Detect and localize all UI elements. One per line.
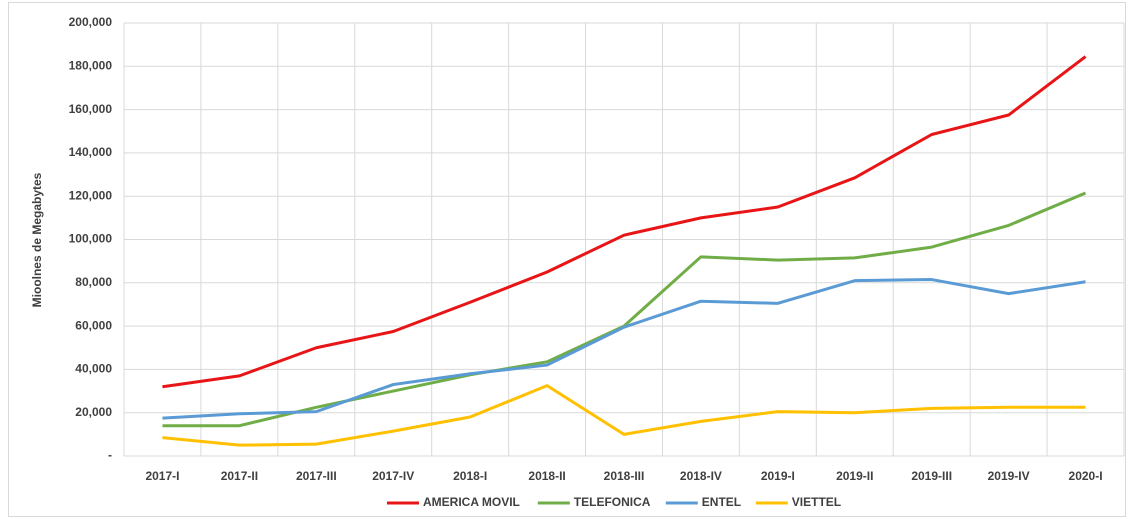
series-line: [162, 278, 1086, 420]
y-axis-label: Mioolnes de Megabytes: [30, 172, 44, 307]
legend-label: VIETTEL: [792, 495, 841, 509]
y-tick-label: 80,000: [75, 275, 112, 289]
chart-border: [8, 2, 1126, 517]
x-tick-label: 2019-IV: [988, 469, 1030, 483]
x-tick-label: 2019-I: [761, 469, 795, 483]
y-tick-label: 160,000: [69, 102, 113, 116]
series-line: [162, 384, 1086, 447]
y-tick-label: 120,000: [69, 188, 113, 202]
x-tick-label: 2017-I: [145, 469, 179, 483]
x-tick-label: 2019-III: [911, 469, 952, 483]
x-tick-label: 2018-IV: [680, 469, 722, 483]
y-tick-label: 140,000: [69, 145, 113, 159]
legend-label: ENTEL: [702, 495, 741, 509]
y-tick-label: 180,000: [69, 58, 113, 72]
series-line: [162, 55, 1087, 389]
x-tick-label: 2018-I: [453, 469, 487, 483]
x-tick-label: 2019-II: [836, 469, 873, 483]
legend-label: TELEFONICA: [574, 495, 651, 509]
y-tick-label: 40,000: [75, 362, 112, 376]
x-tick-label: 2017-II: [221, 469, 258, 483]
series-line: [162, 191, 1087, 428]
x-tick-label: 2020-I: [1069, 469, 1103, 483]
y-tick-label: 100,000: [69, 232, 113, 246]
x-tick-label: 2018-III: [604, 469, 645, 483]
x-tick-label: 2017-III: [296, 469, 337, 483]
legend-label: AMERICA MOVIL: [423, 495, 520, 509]
y-tick-label: 20,000: [75, 405, 112, 419]
x-tick-label: 2017-IV: [372, 469, 414, 483]
y-tick-label: 60,000: [75, 318, 112, 332]
y-tick-label: 200,000: [69, 15, 113, 29]
y-tick-label: -: [108, 448, 112, 462]
x-tick-label: 2018-II: [528, 469, 565, 483]
